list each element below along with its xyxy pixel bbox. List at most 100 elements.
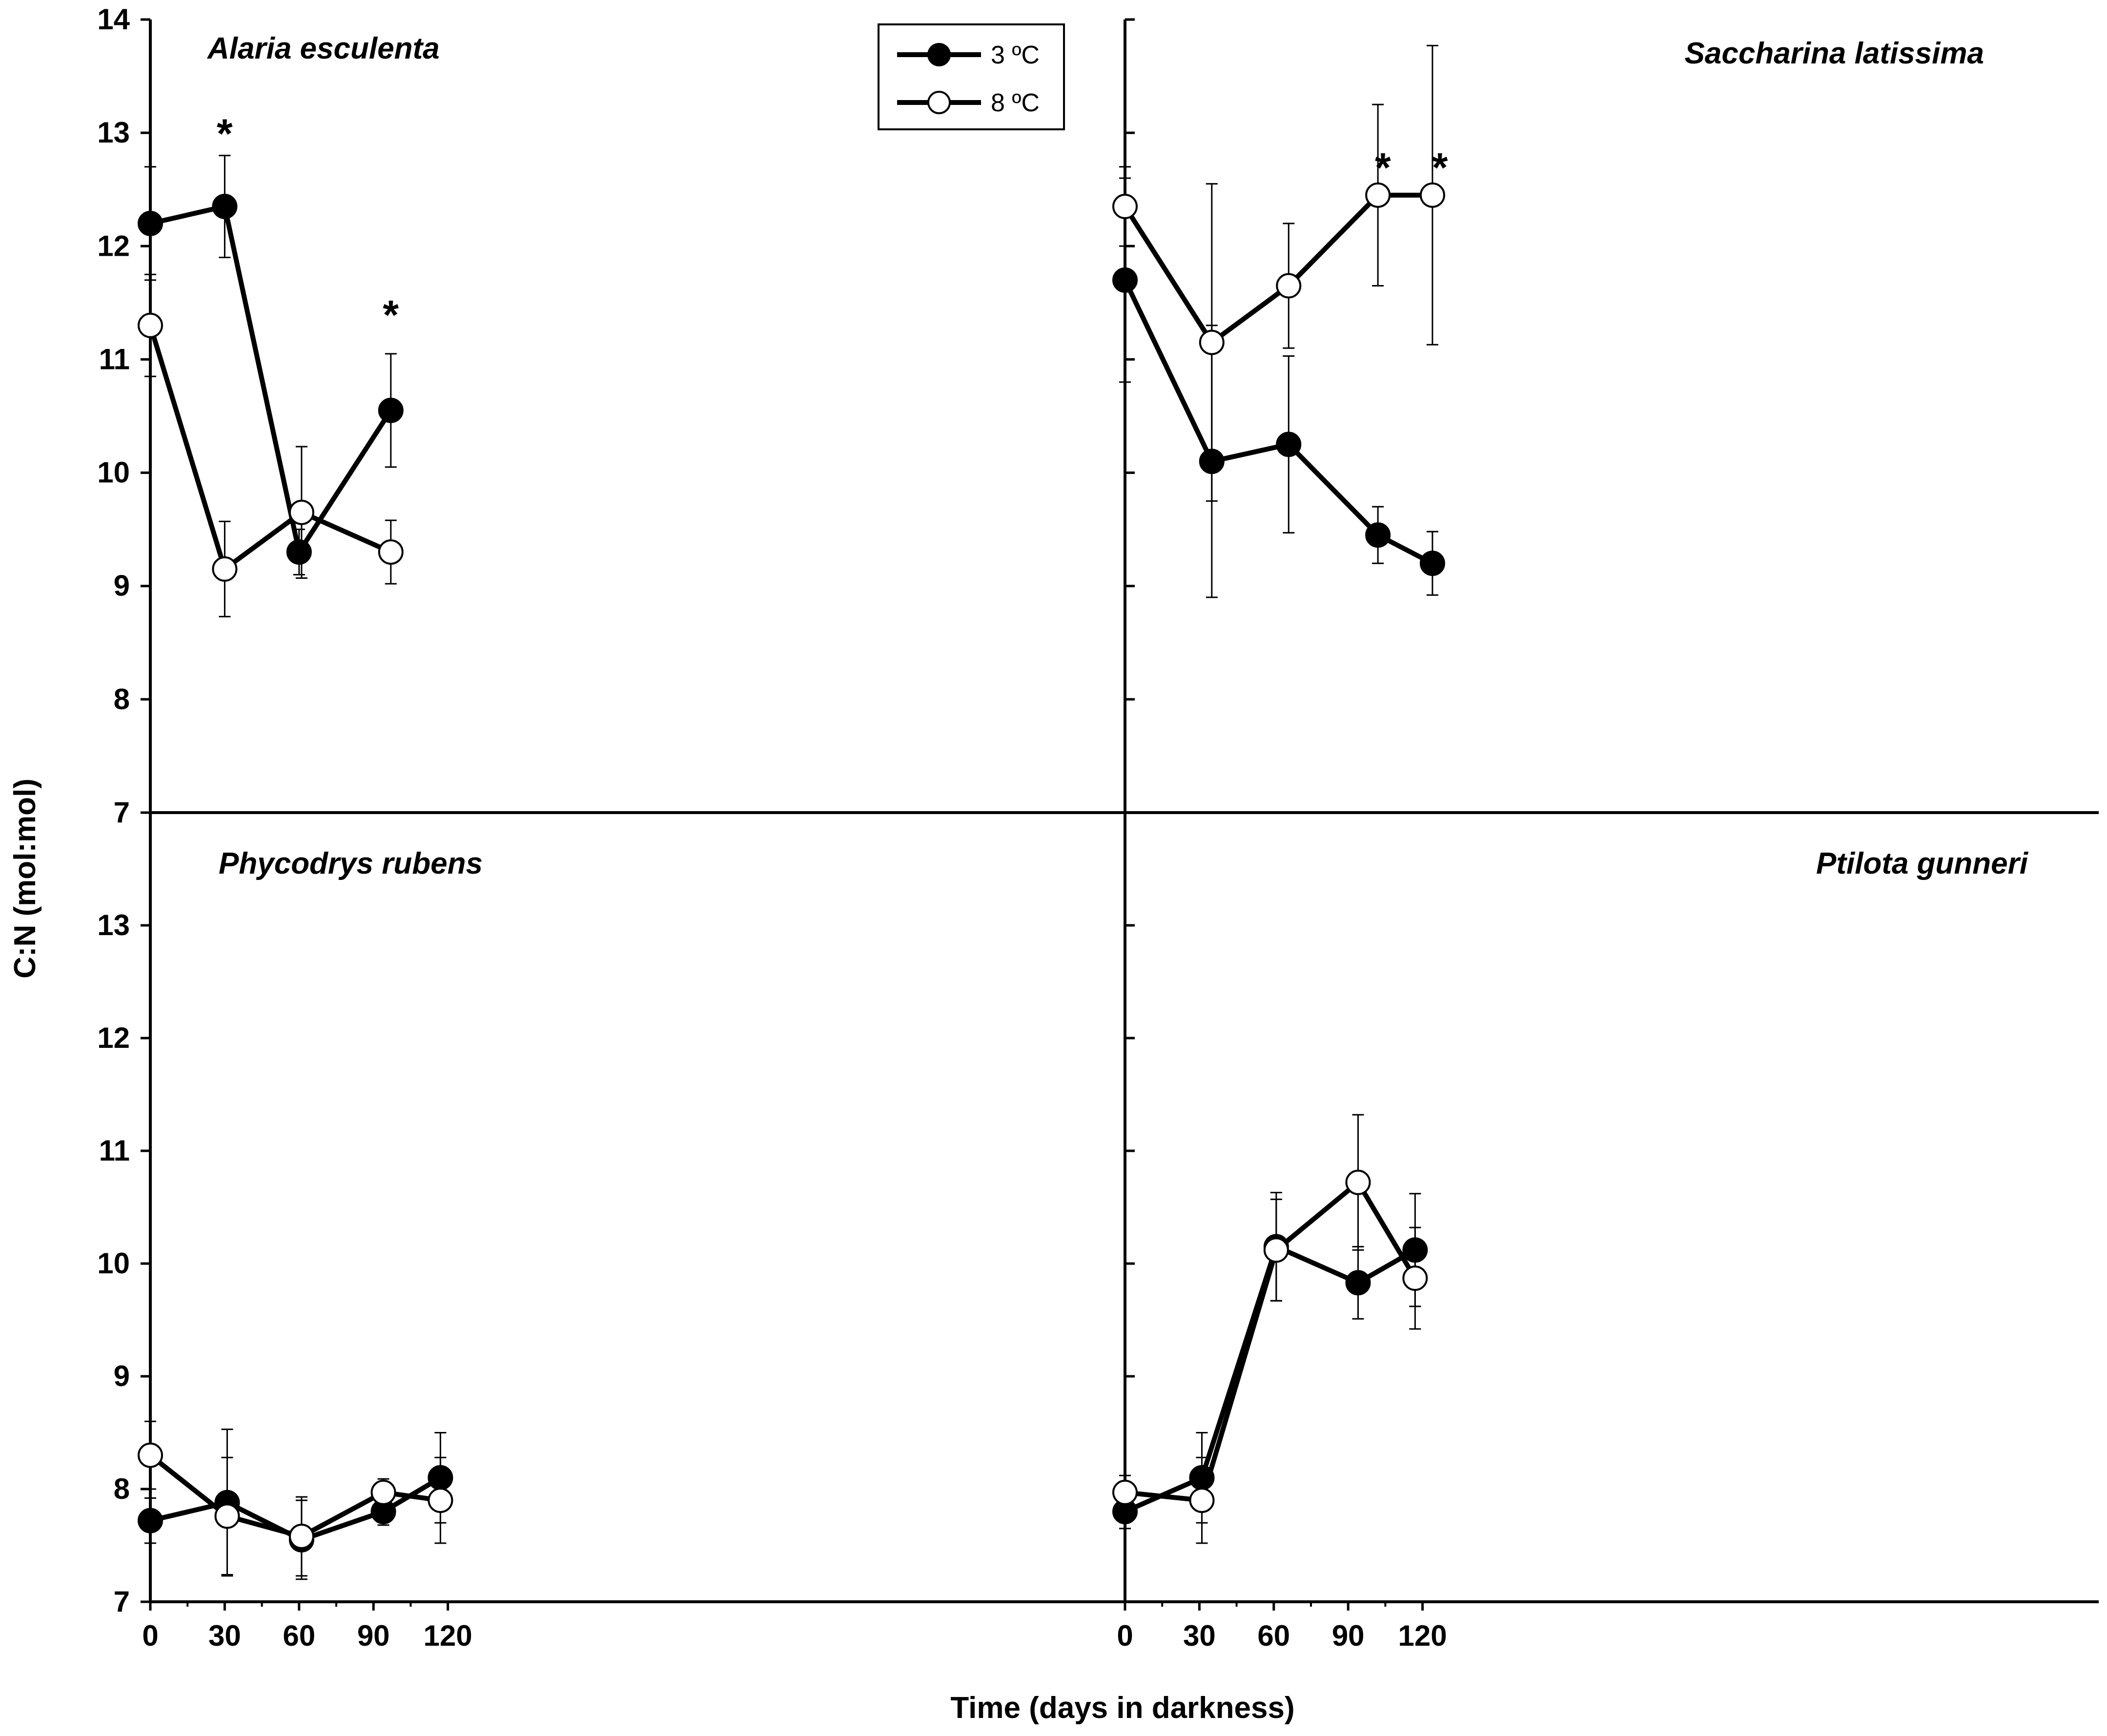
data-point <box>378 539 404 565</box>
series-markers-8c <box>138 312 404 582</box>
y-tick-labels: 7 8 9 10 11 12 13 14 7 8 9 10 11 12 13 <box>97 3 130 1618</box>
series-line <box>1125 1180 1417 1503</box>
y-tick-label: 10 <box>97 1247 130 1280</box>
y-tick-label: 13 <box>97 116 130 149</box>
data-point <box>1345 1270 1371 1296</box>
significance-star: * <box>1432 144 1448 190</box>
legend: 3 ºC 8 ºC <box>878 23 1065 130</box>
y-tick-label: 11 <box>99 343 130 375</box>
series-markers-8c <box>1112 1169 1428 1513</box>
data-point <box>1276 431 1302 457</box>
x-tick-label: 120 <box>424 1619 472 1652</box>
data-point <box>1419 182 1445 208</box>
data-point <box>1345 1169 1371 1195</box>
significance-star: * <box>217 111 233 157</box>
y-tick-label: 13 <box>97 909 130 941</box>
data-point <box>138 210 163 236</box>
data-point <box>1199 329 1225 355</box>
data-point <box>214 1503 240 1529</box>
data-point <box>1263 1237 1289 1263</box>
data-point <box>1112 267 1138 293</box>
y-tick-label: 7 <box>114 796 130 829</box>
y-tick-label: 14 <box>97 3 130 36</box>
x-tick-label: 30 <box>208 1619 241 1652</box>
data-point <box>1276 273 1302 299</box>
series-markers-3c <box>1112 267 1445 576</box>
series-line <box>1124 1244 1416 1514</box>
y-axis-label: C:N (mol:mol) <box>8 778 42 979</box>
chart-frame <box>141 18 2099 1611</box>
panel-title: Ptilota gunneri <box>1816 847 2029 880</box>
series-8c <box>1119 1114 1421 1544</box>
panel-phycodrys-rubens: Phycodrys rubens <box>138 847 483 1580</box>
legend-label-3c: 3 ºC <box>991 41 1040 69</box>
x-tick-label: 120 <box>1398 1619 1447 1652</box>
y-tick-label: 12 <box>97 229 130 262</box>
data-point <box>1365 182 1391 208</box>
data-point <box>1189 1465 1215 1491</box>
data-point <box>428 1465 453 1491</box>
x-axis-label: Time (days in darkness) <box>950 1691 1294 1725</box>
series-line <box>148 325 392 572</box>
legend-marker-8c <box>927 91 951 114</box>
y-tick-label: 8 <box>114 683 130 715</box>
data-point <box>1189 1488 1215 1513</box>
significance-star: * <box>383 292 399 338</box>
series-3c <box>144 155 397 575</box>
data-point <box>138 1442 163 1468</box>
legend-label-8c: 8 ºC <box>991 89 1040 117</box>
panel-title: Phycodrys rubens <box>219 847 483 880</box>
x-tick-label: 60 <box>1257 1619 1290 1652</box>
y-tick-label: 9 <box>114 1360 130 1392</box>
data-point <box>428 1488 453 1513</box>
data-point <box>1402 1266 1428 1291</box>
y-tick-label: 8 <box>114 1472 130 1505</box>
data-point <box>286 539 312 565</box>
y-tick-label: 7 <box>114 1585 130 1618</box>
series-8c <box>144 273 397 617</box>
x-tick-label: 90 <box>357 1619 390 1652</box>
panel-title: Saccharina latissima <box>1685 37 1984 70</box>
x-tick-label: 0 <box>1117 1619 1133 1652</box>
series-markers-3c <box>138 194 404 565</box>
data-point <box>138 312 163 338</box>
series-8c <box>1119 44 1438 502</box>
x-tick-label: 90 <box>1332 1619 1365 1652</box>
panel-title: Alaria esculenta <box>206 32 440 65</box>
legend-box <box>878 23 1065 130</box>
data-point <box>212 556 238 582</box>
series-markers-8c <box>138 1442 453 1550</box>
x-tick-labels: 0 30 60 90 120 0 30 60 90 120 <box>142 1619 1447 1652</box>
x-tick-label: 30 <box>1183 1619 1216 1652</box>
data-point <box>212 194 238 220</box>
panel-saccharina-latissima: Saccharina latissima * * <box>1112 37 1984 598</box>
series-line <box>1123 192 1432 345</box>
panel-alaria-esculenta: Alaria esculenta * * <box>138 32 440 617</box>
series-3c <box>144 1429 447 1580</box>
data-point <box>288 1524 314 1550</box>
series-line <box>148 1453 441 1539</box>
x-tick-label: 0 <box>142 1619 158 1652</box>
significance-star: * <box>1375 144 1391 190</box>
data-point <box>138 1508 163 1533</box>
data-point <box>288 499 314 525</box>
y-tick-label: 12 <box>97 1021 130 1054</box>
y-tick-label: 11 <box>99 1134 130 1167</box>
data-point <box>1402 1237 1428 1263</box>
data-point <box>1199 449 1225 474</box>
x-tick-label: 60 <box>283 1619 315 1652</box>
series-line <box>1123 279 1434 566</box>
data-point <box>1419 551 1445 576</box>
data-point <box>370 1479 396 1505</box>
legend-marker-3c <box>927 43 951 66</box>
data-point <box>1112 194 1138 220</box>
y-tick-label: 10 <box>97 456 130 489</box>
series-line <box>149 204 393 555</box>
panel-ptilota-gunneri: Ptilota gunneri <box>1112 847 2029 1544</box>
data-point <box>378 397 404 423</box>
data-point <box>1365 522 1391 548</box>
series-markers-8c <box>1112 182 1445 355</box>
y-tick-label: 9 <box>114 570 130 602</box>
data-point <box>1112 1479 1138 1505</box>
